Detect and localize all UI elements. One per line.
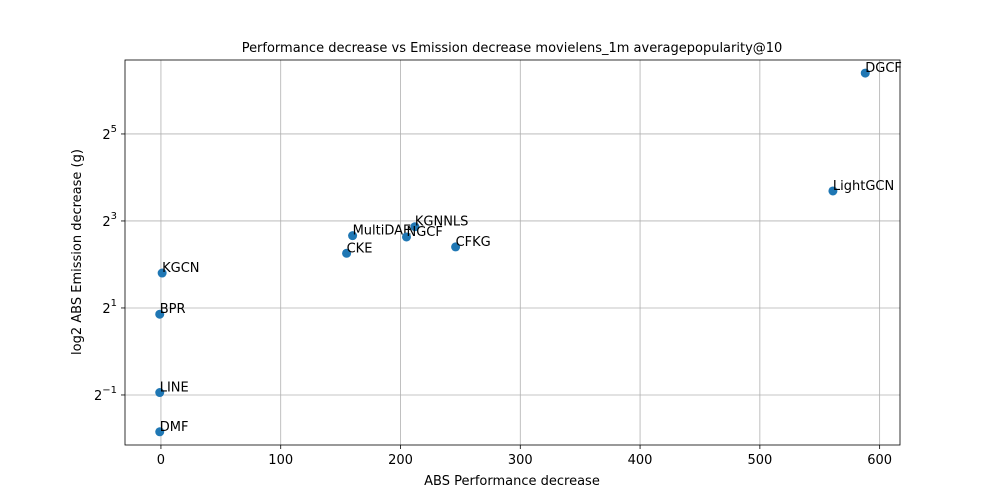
plot-frame [124,59,901,446]
point-label-multidae: MultiDAE [353,224,412,239]
x-tick-label: 0 [157,453,165,468]
y-axis-label: log2 ABS Emission decrease (g) [70,149,85,355]
data-point-dgcf [860,68,870,78]
point-label-kgcn: KGCN [162,261,199,276]
data-point-ngcf [401,232,411,242]
x-axis-label: ABS Performance decrease [424,474,600,489]
chart-title: Performance decrease vs Emission decreas… [242,41,783,56]
data-point-kgnnls [410,222,420,232]
x-tick-label: 600 [867,453,892,468]
point-label-lightgcn: LightGCN [833,179,894,194]
point-label-bpr: BPR [160,302,186,317]
data-point-bpr [155,309,165,319]
y-tick-label: 21 [102,298,117,317]
data-point-lightgcn [828,186,838,196]
data-point-dmf [155,427,165,437]
x-tick-label: 300 [508,453,533,468]
point-label-cke: CKE [347,241,373,256]
point-label-cfkg: CFKG [456,235,491,250]
x-tick-label: 200 [388,453,413,468]
x-tick-label: 100 [268,453,293,468]
y-tick-label: 25 [102,124,117,143]
point-label-dmf: DMF [160,420,189,435]
x-tick-label: 500 [747,453,772,468]
point-label-ngcf: NGCF [406,225,442,240]
data-point-kgcn [157,268,167,278]
y-tick-label: 2−1 [94,385,117,404]
grid-layer [125,60,900,445]
data-point-cfkg [451,242,461,252]
point-label-dgcf: DGCF [865,61,902,76]
point-label-line: LINE [160,381,189,396]
data-point-line [155,388,165,398]
x-tick-label: 400 [628,453,653,468]
data-point-multidae [348,231,358,241]
data-point-cke [342,248,352,258]
y-tick-label: 23 [102,211,117,230]
tick-layer: 0 100 200 300 400 500 600 2−1 21 23 25 [94,124,892,468]
point-label-kgnnls: KGNNLS [415,215,469,230]
